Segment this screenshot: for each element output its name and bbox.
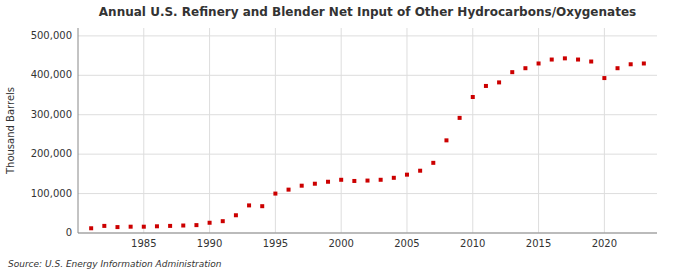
point [194,223,198,227]
x-grid-line [538,28,539,233]
point [247,203,251,207]
point [366,179,370,183]
chart: 0 100,000 200,000 300,000 400,000 500,000 1985… [0,0,675,275]
point [89,226,93,230]
x-grid-line [275,28,276,233]
x-tick-label: 2005 [394,238,419,249]
point [300,184,304,188]
source-note: Source: U.S. Energy Information Administ… [8,259,222,269]
x-grid-line [406,28,407,233]
point [405,173,409,177]
point [392,176,396,180]
y-grid-line [78,233,657,234]
y-grid-line [78,35,657,36]
x-grid-line [209,28,210,233]
point [497,80,501,84]
x-grid-line [604,28,605,233]
point [537,61,541,65]
point [221,219,225,223]
point [102,224,106,228]
y-tick-label: 400,000 [31,69,72,80]
point [142,225,146,229]
point [418,169,422,173]
x-grid-line [472,28,473,233]
y-axis-label: Thousand Barrels [5,87,16,175]
x-tick-label: 2015 [526,238,551,249]
x-tick-label: 1995 [263,238,288,249]
x-grid-line [341,28,342,233]
point [616,66,620,70]
point [379,178,383,182]
point [273,192,277,196]
point [181,224,185,228]
title: Annual U.S. Refinery and Blender Net Inp… [99,5,636,19]
y-tick-label: 200,000 [31,148,72,159]
point [629,62,633,66]
point [563,56,567,60]
point [550,58,554,62]
point [260,204,264,208]
x-grid-line [143,28,144,233]
point [458,116,462,120]
y-grid-line [78,114,657,115]
point [352,179,356,183]
y-tick-label: 500,000 [31,30,72,41]
point [484,84,488,88]
x-tick-label: 2010 [460,238,485,249]
x-axis-line [78,233,657,234]
point [287,188,291,192]
background [0,0,675,275]
point [471,95,475,99]
point [168,224,172,228]
point [642,61,646,65]
y-tick-label: 300,000 [31,109,72,120]
point [208,221,212,225]
grid [78,28,657,233]
point [115,225,119,229]
point [589,60,593,64]
point [326,180,330,184]
point [234,213,238,217]
tick-labels: 0 100,000 200,000 300,000 400,000 500,000 1985… [31,30,617,249]
point [431,161,435,165]
y-tick-label: 100,000 [31,188,72,199]
x-tick-label: 2000 [328,238,353,249]
point [339,178,343,182]
point [576,58,580,62]
x-tick-label: 2020 [592,238,617,249]
point [444,138,448,142]
y-grid-line [78,193,657,194]
x-tick-label: 1985 [131,238,156,249]
point [510,70,514,74]
x-tick-label: 1990 [197,238,222,249]
point [523,66,527,70]
y-tick-label: 0 [66,227,72,238]
points [89,56,646,230]
point [155,224,159,228]
y-grid-line [78,75,657,76]
y-grid-line [78,154,657,155]
point [602,76,606,80]
y-axis-line [78,28,79,233]
point [313,182,317,186]
point [129,225,133,229]
